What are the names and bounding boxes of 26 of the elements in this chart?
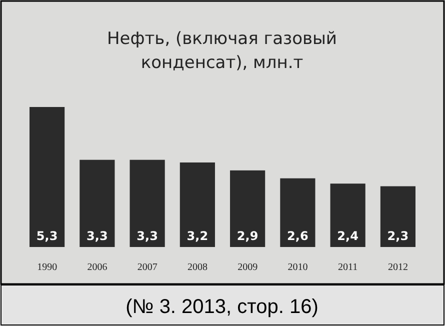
- bar: [130, 160, 165, 247]
- data-label: 3,3: [86, 229, 108, 243]
- chart-title: Нефть, (включая газовый конденсат), млн.т: [107, 29, 337, 73]
- x-tick-label: 2011: [338, 262, 358, 273]
- bar: [280, 178, 316, 247]
- x-tick-label: 1990: [37, 262, 58, 273]
- bar: [330, 184, 366, 247]
- x-tick-label: 2009: [238, 262, 258, 273]
- x-tick-label: 2012: [388, 262, 408, 273]
- data-label: 2,9: [236, 229, 258, 243]
- data-label: 5,3: [36, 229, 58, 243]
- bar: [230, 170, 266, 247]
- x-tick-label: 2006: [87, 262, 108, 273]
- text: (№ 3. 2013, стор. 16): [126, 296, 318, 318]
- bar: [80, 160, 115, 247]
- bar: [380, 186, 416, 247]
- bar: [30, 107, 65, 247]
- data-label: 2,3: [387, 229, 409, 243]
- x-tick-label: 2010: [288, 262, 308, 273]
- data-label: 3,2: [186, 229, 208, 243]
- x-tick-label: 2008: [187, 262, 208, 273]
- data-label: 3,3: [136, 229, 158, 243]
- data-label: 2,4: [337, 229, 358, 243]
- bar: [180, 162, 215, 247]
- data-label: 2,6: [287, 229, 308, 243]
- x-tick-label: 2007: [137, 262, 158, 273]
